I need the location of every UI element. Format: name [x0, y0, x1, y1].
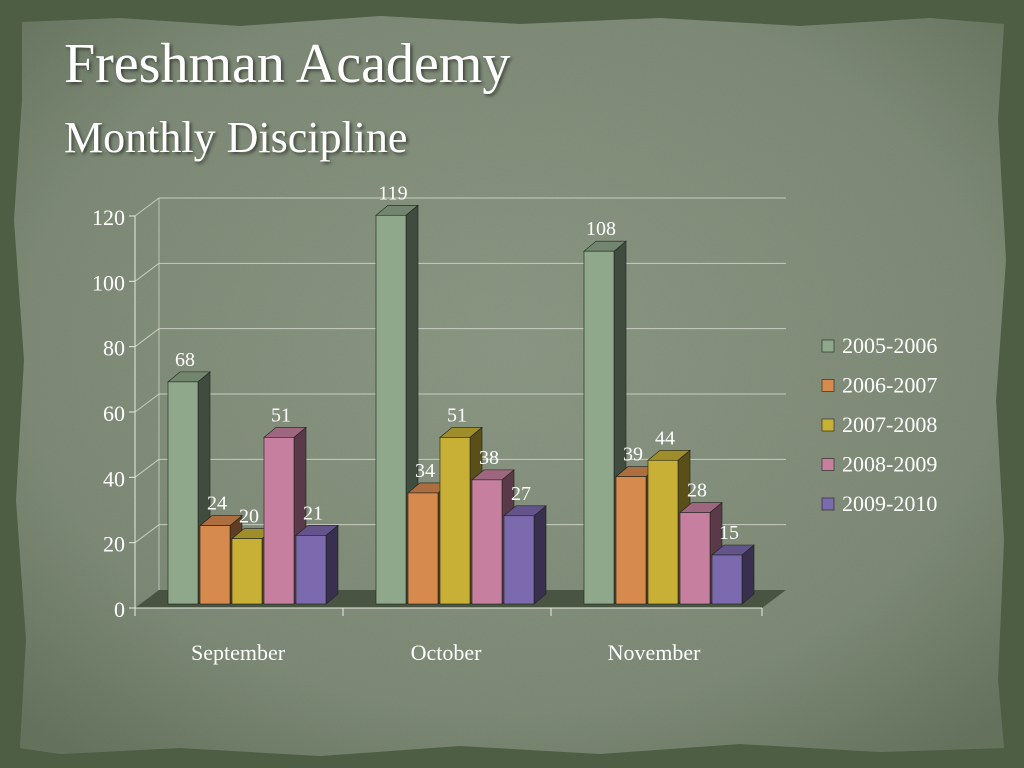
bar-data-label: 108: [586, 218, 616, 240]
legend-swatch: [821, 339, 835, 353]
bar-chart: 0 20 40 60 80 100 120 September 68 24 20 51 21 Octobe…: [92, 182, 786, 665]
x-tick-label: September: [191, 640, 286, 665]
bar: [503, 505, 547, 605]
y-tick-label: 60: [103, 401, 125, 426]
y-tick-label: 80: [103, 336, 125, 361]
legend-swatch: [821, 379, 835, 392]
bar-data-label: 27: [511, 483, 531, 505]
bar-data-label: 34: [415, 460, 435, 482]
bar-data-label: 20: [239, 506, 259, 528]
bar: [295, 524, 339, 605]
gridline-side: [134, 197, 160, 217]
legend-swatch: [821, 418, 835, 432]
x-tick-label: October: [411, 640, 483, 665]
legend-label: 2006-2007: [842, 373, 937, 398]
bar-front: [503, 515, 535, 605]
y-tick-label: 40: [103, 466, 125, 491]
bar-data-label: 51: [271, 404, 291, 426]
gridline-side: [134, 458, 160, 478]
bar-front: [167, 381, 199, 605]
bar-side: [325, 524, 339, 605]
y-tick-label: 100: [92, 270, 125, 295]
bar-front: [679, 512, 711, 605]
bar-front: [471, 479, 503, 605]
slide-subtitle: Monthly Discipline: [64, 113, 407, 162]
bar-front: [711, 554, 743, 605]
bar-front: [263, 437, 295, 605]
gridline-side: [134, 524, 160, 544]
gridline-side: [134, 393, 160, 413]
bar-front: [647, 459, 679, 605]
bar-side: [533, 505, 547, 605]
legend-swatch: [821, 458, 835, 471]
gridline-side: [134, 328, 160, 348]
legend-swatch: [821, 497, 835, 511]
bar-data-label: 119: [378, 182, 407, 204]
bar-front: [199, 525, 231, 605]
bar-front: [583, 250, 615, 605]
bar-front: [439, 437, 471, 605]
bar-data-label: 28: [687, 480, 707, 502]
y-tick-label: 0: [114, 597, 125, 622]
legend-label: 2009-2010: [842, 491, 937, 516]
bar-data-label: 24: [207, 493, 227, 515]
legend-label: 2007-2008: [842, 412, 937, 437]
bar-front: [295, 535, 327, 605]
bar-data-label: 39: [623, 444, 643, 466]
y-tick-label: 120: [92, 205, 125, 230]
bar: [711, 544, 755, 605]
bar-data-label: 44: [655, 427, 675, 449]
bar-front: [231, 538, 263, 605]
bar-data-label: 15: [719, 522, 739, 544]
bar-data-label: 38: [479, 447, 499, 469]
bar-data-label: 68: [175, 349, 195, 371]
gridline-side: [134, 262, 160, 282]
bar-data-label: 21: [303, 502, 323, 524]
legend-label: 2005-2006: [842, 333, 937, 358]
slide-title: Freshman Academy: [64, 33, 510, 95]
legend-label: 2008-2009: [842, 452, 937, 477]
bar-front: [615, 476, 647, 605]
chart-legend: 2005-2006 2006-2007 2007-2008 2008-2009 2009…: [821, 333, 937, 516]
y-tick-label: 20: [103, 532, 125, 557]
bar-data-label: 51: [447, 404, 467, 426]
bar-front: [407, 492, 439, 605]
bar-front: [375, 214, 407, 605]
x-tick-label: November: [608, 640, 702, 665]
